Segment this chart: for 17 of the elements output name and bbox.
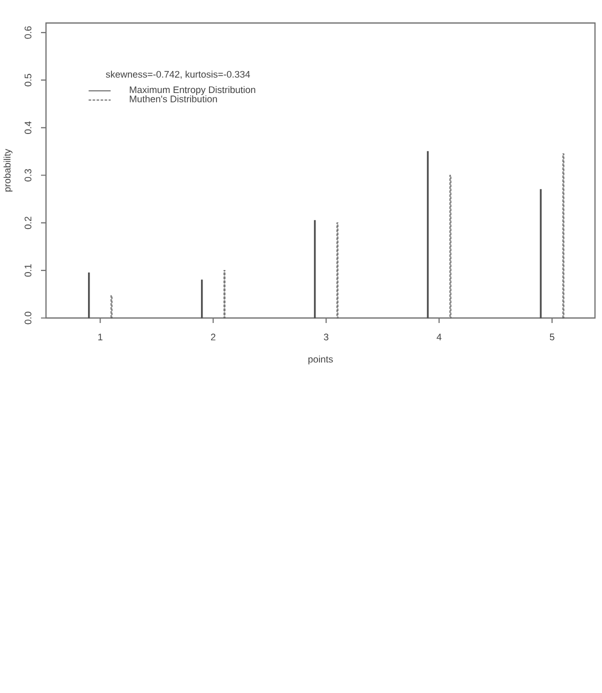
- y-tick-label: 0.6: [24, 26, 32, 39]
- y-tick-label: 0.5: [24, 74, 32, 86]
- y-tick-label: 0.0: [24, 312, 32, 324]
- x-tick-label: 5: [550, 334, 554, 340]
- x-axis-title: points: [308, 356, 333, 364]
- x-tick-label: 1: [98, 334, 102, 340]
- y-axis-title: probability: [4, 148, 12, 192]
- y-tick-label: 0.2: [24, 216, 32, 230]
- y-tick-label: 0.4: [24, 121, 32, 134]
- x-tick-label: 4: [436, 334, 442, 340]
- legend-label: Maximum Entropy Distribution: [130, 86, 256, 95]
- y-tick-label: 0.3: [24, 169, 32, 182]
- legend-title: skewness=-0.742, kurtosis=-0.334: [106, 70, 250, 79]
- x-tick-label: 3: [324, 334, 328, 340]
- legend-label: Muthen's Distribution: [130, 95, 217, 102]
- y-tick-label: 0.1: [24, 264, 32, 277]
- x-tick-label: 2: [211, 334, 216, 340]
